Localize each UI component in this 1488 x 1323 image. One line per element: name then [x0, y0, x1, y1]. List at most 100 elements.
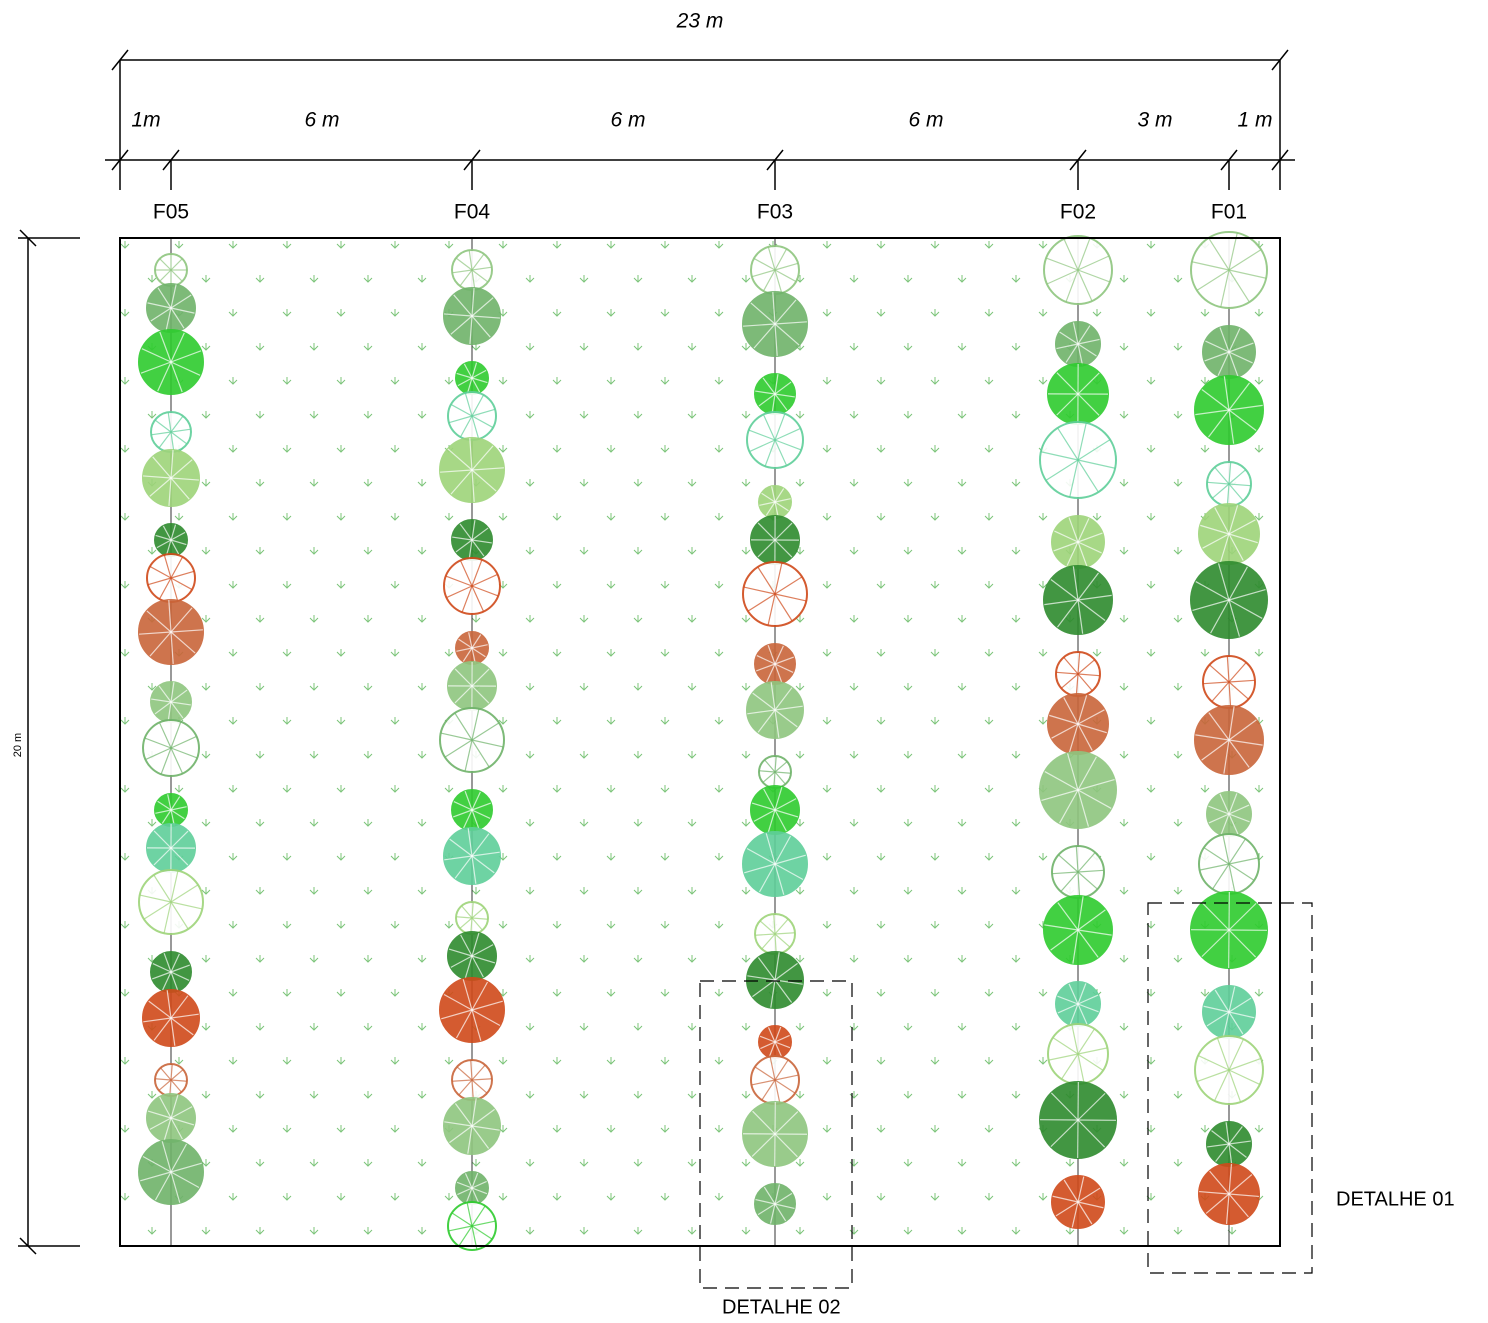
plant — [139, 330, 203, 394]
plant — [1199, 504, 1259, 564]
plant — [1048, 1024, 1108, 1084]
row-label: F04 — [454, 201, 491, 224]
plant — [1052, 1176, 1104, 1228]
plant — [143, 720, 199, 776]
plant — [743, 562, 807, 626]
plant — [1044, 236, 1112, 304]
plant — [1203, 326, 1255, 378]
plant — [452, 790, 492, 830]
plant — [1048, 364, 1108, 424]
plant — [755, 914, 795, 954]
plant — [751, 246, 799, 294]
plant — [452, 250, 492, 290]
plant — [1040, 1082, 1116, 1158]
row-label: F01 — [1211, 201, 1247, 224]
plant — [151, 412, 191, 452]
plant — [743, 1102, 807, 1166]
plant — [1056, 982, 1100, 1026]
plant — [448, 392, 496, 440]
plant — [1056, 322, 1100, 366]
segment-label: 6 m — [610, 109, 645, 132]
detail-label: DETALHE 02 — [722, 1296, 841, 1318]
plant — [1044, 896, 1112, 964]
plant — [139, 1140, 203, 1204]
plant — [1191, 562, 1267, 638]
plant — [444, 828, 500, 884]
plant — [1195, 1036, 1263, 1104]
plant — [1056, 652, 1100, 696]
detail-label: DETALHE 01 — [1336, 1188, 1455, 1210]
plants — [139, 232, 1267, 1250]
plant — [1195, 706, 1263, 774]
plant — [440, 708, 504, 772]
plant — [452, 1060, 492, 1100]
dimension-ticks — [112, 150, 1288, 190]
row-label: F03 — [757, 201, 793, 224]
plant — [147, 284, 195, 332]
plant — [759, 486, 791, 518]
plant — [448, 662, 496, 710]
segment-label: 6 m — [908, 109, 943, 132]
plant — [1199, 1164, 1259, 1224]
plant — [155, 524, 187, 556]
plant — [1040, 752, 1116, 828]
plant — [751, 1056, 799, 1104]
plant — [452, 520, 492, 560]
plant — [155, 254, 187, 286]
plant — [440, 978, 504, 1042]
plant — [1207, 462, 1251, 506]
plant — [751, 516, 799, 564]
plant — [1044, 566, 1112, 634]
plant — [147, 824, 195, 872]
plant — [147, 554, 195, 602]
plant — [151, 952, 191, 992]
plant — [1052, 516, 1104, 568]
plant — [1195, 376, 1263, 444]
plant — [444, 288, 500, 344]
plant — [755, 374, 795, 414]
plant — [755, 1184, 795, 1224]
plant — [440, 438, 504, 502]
planting-plan: 23 m 1m 6 m 6 m 6 m 3 m 1 m 20 m F05 F04… — [0, 0, 1488, 1323]
plant — [759, 1026, 791, 1058]
row-label: F02 — [1060, 201, 1096, 224]
plant — [1207, 1122, 1251, 1166]
plant — [747, 682, 803, 738]
plant — [448, 1202, 496, 1250]
plant — [751, 786, 799, 834]
plant — [759, 756, 791, 788]
plant — [139, 600, 203, 664]
segment-label: 3 m — [1137, 109, 1172, 132]
plant — [743, 292, 807, 356]
plant — [456, 632, 488, 664]
segment-label: 1m — [131, 109, 160, 132]
plant — [139, 870, 203, 934]
plant — [747, 952, 803, 1008]
plant — [1203, 986, 1255, 1038]
plant — [755, 644, 795, 684]
dimension-lines — [18, 50, 1295, 1254]
plant — [143, 990, 199, 1046]
plant — [143, 450, 199, 506]
plant — [747, 412, 803, 468]
plant — [1040, 422, 1116, 498]
plant — [1207, 792, 1251, 836]
plant — [1191, 232, 1267, 308]
plant — [1199, 834, 1259, 894]
plant — [456, 362, 488, 394]
segment-label: 6 m — [304, 109, 339, 132]
plant — [1203, 656, 1255, 708]
plant — [456, 902, 488, 934]
row-label: F05 — [153, 201, 189, 224]
plant — [1048, 694, 1108, 754]
plant — [448, 932, 496, 980]
height-label: 20 m — [12, 733, 24, 757]
plant — [743, 832, 807, 896]
plant — [1052, 846, 1104, 898]
plant — [456, 1172, 488, 1204]
total-width: 23 m — [676, 10, 724, 33]
segment-label: 1 m — [1237, 109, 1272, 132]
plant — [151, 682, 191, 722]
plant — [155, 794, 187, 826]
plant — [444, 1098, 500, 1154]
